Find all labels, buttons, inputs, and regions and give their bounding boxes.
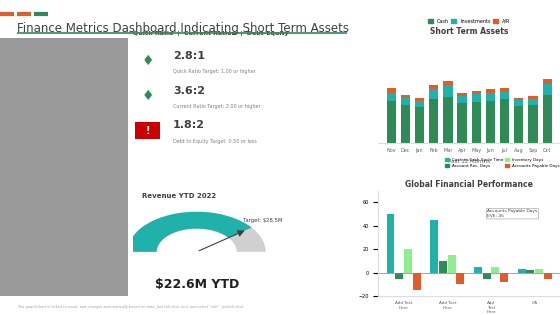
Text: Quick Ratio  |  Current Ration  |  Debt-Equity: Quick Ratio | Current Ration | Debt-Equi… [133,31,289,36]
Text: Current Ratio Target: 2.00 or higher: Current Ratio Target: 2.00 or higher [173,104,260,109]
Bar [444,81,452,86]
Bar [458,103,466,143]
Bar [386,93,396,101]
Bar [456,273,464,284]
Bar [386,214,394,273]
Bar [514,106,524,143]
Bar [526,270,534,273]
Text: $22.6M YTD: $22.6M YTD [155,278,239,291]
Text: Target: $28.5M: Target: $28.5M [242,218,282,223]
Text: 3.6:2: 3.6:2 [173,85,205,95]
Bar [514,100,524,106]
Legend: Cash-to-Cash Cycle Time, Account Rec. Days, Inventory Days, Accounts Payable Day: Cash-to-Cash Cycle Time, Account Rec. Da… [443,156,560,169]
Bar [415,107,424,143]
Title: Short Term Assets: Short Term Assets [430,27,508,36]
Bar [430,220,438,273]
Wedge shape [128,212,265,252]
Bar [395,273,403,278]
Bar [472,102,481,143]
Bar [535,269,543,273]
Bar [500,92,509,99]
Text: Revenue YTD 2022: Revenue YTD 2022 [142,193,216,199]
Text: Quick Ratio Target: 1.00 or higher: Quick Ratio Target: 1.00 or higher [173,69,256,74]
Bar [444,97,452,143]
Bar [401,105,410,143]
FancyBboxPatch shape [0,38,128,296]
Bar [401,98,410,105]
Wedge shape [128,212,251,252]
Bar [543,84,552,95]
Bar [444,86,452,97]
Bar [413,273,421,290]
Legend: Cash, Investments, A/R: Cash, Investments, A/R [426,17,512,26]
Bar [429,85,438,89]
Bar [458,96,466,103]
Text: This graph/chart is linked to excel, and changes automatically based on data. Ju: This graph/chart is linked to excel, and… [17,305,243,309]
X-axis label: Past 12 Months: Past 12 Months [448,159,490,164]
Bar [401,95,410,98]
Bar [474,267,482,273]
Bar [544,273,552,278]
Bar [448,255,456,273]
Bar [386,89,396,93]
Text: 1.8:2: 1.8:2 [173,120,205,130]
Text: Finance Metrics Dashboard Indicating Short Term Assets: Finance Metrics Dashboard Indicating Sho… [17,22,349,35]
Text: ♦: ♦ [141,54,154,68]
Bar [517,269,525,273]
Bar [500,99,509,143]
Bar [528,105,538,143]
Text: ♦: ♦ [141,89,154,103]
Bar [528,96,538,99]
Bar [386,101,396,143]
Bar [486,101,495,143]
Bar [429,99,438,143]
Bar [500,89,509,92]
Bar [543,95,552,143]
Bar [472,90,481,94]
Bar [404,249,412,273]
Title: Global Financial Performance: Global Financial Performance [405,180,533,188]
Bar [486,89,495,93]
Bar [486,93,495,101]
Text: Debt to Equity Target: 0.50 or less: Debt to Equity Target: 0.50 or less [173,139,257,144]
Bar [483,273,491,278]
Bar [543,79,552,84]
Bar [492,267,500,273]
Bar [472,94,481,102]
Bar [429,89,438,99]
Bar [415,101,424,107]
Text: Accounts Payable Days
EVE: 45: Accounts Payable Days EVE: 45 [487,209,538,218]
Bar [514,98,524,100]
Bar [500,273,508,282]
Bar [415,98,424,101]
Text: 2.8:1: 2.8:1 [173,51,205,61]
FancyBboxPatch shape [135,122,160,139]
Bar [458,93,466,96]
Bar [528,99,538,105]
Text: !: ! [146,126,150,135]
Bar [439,261,447,273]
